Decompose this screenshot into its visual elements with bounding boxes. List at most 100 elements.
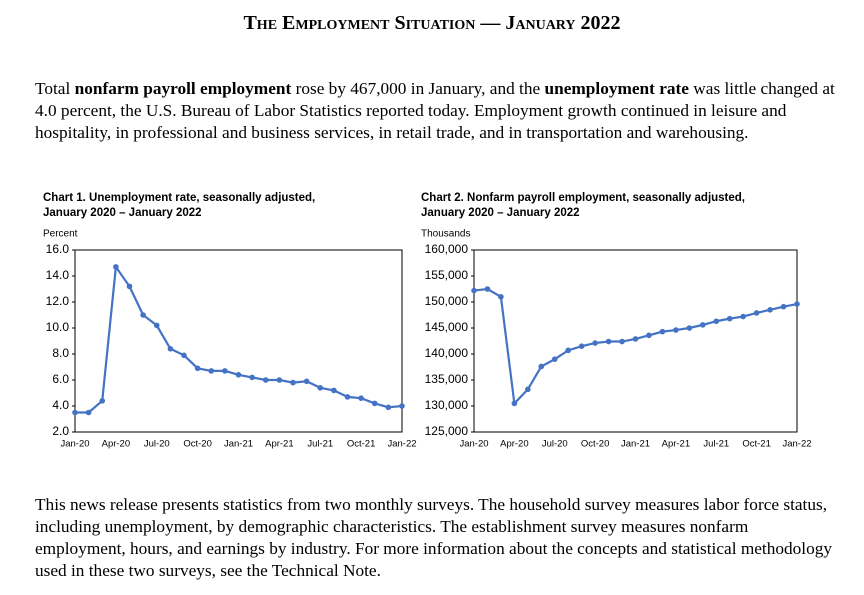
data-point — [646, 332, 652, 339]
data-point — [181, 352, 187, 359]
data-point — [632, 336, 639, 342]
data-point — [276, 377, 283, 383]
data-point — [358, 395, 364, 402]
x-tick-label: Oct-21 — [742, 439, 771, 450]
data-point — [753, 310, 760, 316]
y-tick-label: 8.0 — [52, 346, 69, 360]
data-point — [290, 379, 296, 386]
y-tick-label: 150,000 — [425, 294, 469, 308]
text: Total — [35, 79, 75, 98]
data-point — [578, 343, 585, 350]
y-tick-label: 10.0 — [46, 320, 70, 334]
y-axis-label: Percent — [43, 229, 78, 240]
data-point — [659, 328, 666, 335]
y-tick-label: 155,000 — [425, 268, 469, 282]
y-tick-label: 130,000 — [425, 398, 469, 412]
plot-frame — [74, 249, 403, 433]
chart-subtitle: January 2020 – January 2022 — [421, 207, 580, 219]
data-point — [344, 394, 351, 400]
data-point — [262, 377, 269, 383]
y-tick-label: 140,000 — [425, 346, 469, 360]
x-tick-label: Apr-20 — [500, 439, 529, 450]
doc-title: The Employment Situation — January 2022 — [243, 12, 621, 34]
x-tick-label: Jan-20 — [60, 439, 89, 450]
data-point — [85, 409, 92, 416]
x-tick-label: Jan-20 — [459, 439, 488, 450]
data-point — [780, 303, 787, 310]
y-tick-label: 14.0 — [46, 268, 70, 282]
data-point — [699, 322, 706, 328]
data-point — [673, 327, 679, 333]
data-point — [126, 283, 133, 290]
data-point — [317, 385, 324, 391]
x-tick-label: Jul-21 — [307, 439, 333, 450]
data-point — [592, 340, 598, 346]
y-axis-label: Thousands — [421, 229, 470, 240]
chart-subtitle: January 2020 – January 2022 — [43, 207, 202, 219]
charts: Chart 1. Unemployment rate, seasonally a… — [43, 192, 812, 450]
x-tick-label: Oct-20 — [183, 439, 212, 450]
data-point — [303, 378, 310, 385]
data-point — [399, 403, 405, 409]
x-tick-label: Jul-20 — [542, 439, 568, 450]
x-tick-label: Jan-22 — [782, 439, 811, 450]
closing-paragraph: This news release presents statistics fr… — [35, 495, 833, 580]
y-tick-label: 135,000 — [425, 372, 469, 386]
data-point — [331, 387, 337, 394]
data-point — [538, 363, 545, 370]
x-tick-label: Apr-20 — [102, 439, 131, 450]
y-tick-label: 145,000 — [425, 320, 469, 334]
data-point — [726, 315, 733, 322]
data-point — [605, 338, 612, 345]
data-point — [740, 313, 746, 320]
data-point — [525, 386, 531, 393]
intro-paragraph: Total nonfarm payroll employment rose by… — [35, 78, 835, 144]
data-line — [75, 263, 403, 414]
data-point — [140, 312, 146, 318]
x-tick-label: Oct-20 — [581, 439, 610, 450]
data-point — [153, 322, 160, 329]
data-point — [686, 325, 693, 331]
data-point — [72, 409, 78, 416]
x-tick-label: Jul-21 — [703, 439, 729, 450]
data-line — [473, 287, 798, 406]
x-tick-label: Apr-21 — [662, 439, 691, 450]
data-point — [235, 372, 242, 378]
data-point — [767, 307, 773, 313]
x-tick-label: Jan-21 — [224, 439, 253, 450]
data-point — [794, 301, 800, 307]
data-point — [371, 400, 378, 407]
data-point — [565, 347, 572, 354]
bold-text: unemployment rate — [544, 79, 689, 98]
y-tick-label: 2.0 — [52, 424, 69, 438]
data-point — [551, 356, 558, 363]
data-point — [99, 398, 106, 404]
y-tick-label: 125,000 — [425, 424, 469, 438]
data-point — [498, 294, 504, 300]
plot-frame — [473, 249, 798, 433]
y-tick-label: 6.0 — [52, 372, 69, 386]
chart-title: Chart 1. Unemployment rate, seasonally a… — [43, 192, 315, 204]
y-tick-label: 16.0 — [46, 242, 70, 256]
x-tick-label: Jan-21 — [621, 439, 650, 450]
y-tick-label: 4.0 — [52, 398, 69, 412]
text: was little changed at 4.0 percent, the U… — [35, 79, 835, 142]
data-point — [113, 264, 119, 270]
chart-title: Chart 2. Nonfarm payroll employment, sea… — [421, 192, 745, 204]
x-tick-label: Jan-22 — [387, 439, 416, 450]
data-point — [484, 286, 491, 292]
data-point — [194, 365, 201, 372]
x-tick-label: Apr-21 — [265, 439, 294, 450]
y-tick-label: 160,000 — [425, 242, 469, 256]
data-point — [471, 287, 477, 294]
y-tick-label: 12.0 — [46, 294, 70, 308]
data-point — [713, 318, 720, 325]
x-tick-label: Jul-20 — [144, 439, 170, 450]
data-point — [249, 374, 255, 381]
x-tick-label: Oct-21 — [347, 439, 376, 450]
text: rose by 467,000 in January, and the — [291, 79, 545, 98]
data-point — [222, 368, 228, 374]
data-point — [619, 338, 625, 345]
data-point — [208, 368, 215, 374]
